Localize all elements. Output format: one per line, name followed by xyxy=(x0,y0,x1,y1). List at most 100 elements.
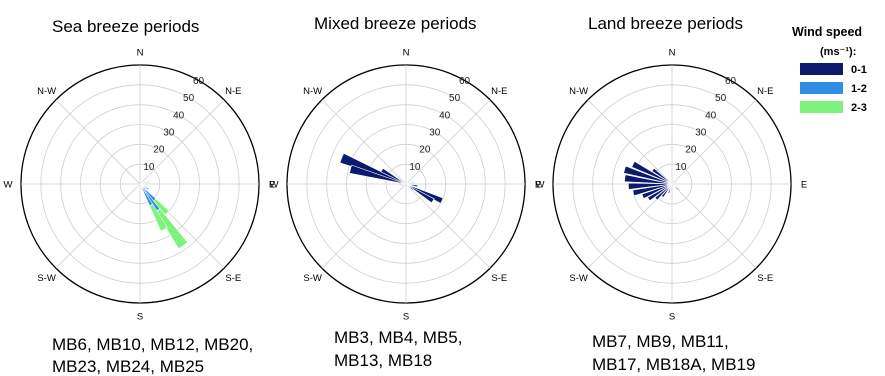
station-list-line: MB7, MB9, MB11, xyxy=(592,332,729,351)
wind-rose-petal-0-1 xyxy=(632,183,673,197)
panel-title: Sea breeze periods xyxy=(52,17,199,36)
direction-spoke xyxy=(405,183,491,269)
compass-label: N-W xyxy=(303,86,322,97)
station-list-line: MB3, MB4, MB5, xyxy=(334,328,462,347)
radial-tick-label: 50 xyxy=(183,93,195,104)
compass-label: S-W xyxy=(303,273,322,284)
wind-rose-petal-2-3 xyxy=(149,203,168,232)
direction-spoke xyxy=(587,99,673,185)
compass-label: W xyxy=(536,180,545,191)
wind-speed-legend: Wind speed (ms⁻¹): 0-1 1-2 2-3 xyxy=(792,25,867,114)
wind-rose-panel-1: Sea breeze periods 10 20 30 40 50 60 N N-E E S-E S S… xyxy=(4,17,276,376)
compass-label: S xyxy=(403,312,409,323)
wind-rose-petal-0-1 xyxy=(136,183,141,187)
wind-rose-petal-0-1 xyxy=(671,183,679,190)
radial-tick-label: 50 xyxy=(715,93,727,104)
direction-spoke xyxy=(321,183,407,269)
compass-label: W xyxy=(270,180,279,191)
station-list-line: MB23, MB24, MB25 xyxy=(52,357,204,376)
panel-title: Land breeze periods xyxy=(588,14,743,33)
wind-rose-petal-1-2 xyxy=(143,184,147,186)
compass-label: S-W xyxy=(569,273,588,284)
wind-rose-petal-0-1 xyxy=(623,165,673,185)
direction-spoke xyxy=(405,99,491,185)
wind-rose-petal-0-1 xyxy=(405,181,410,185)
radial-tick-label: 30 xyxy=(163,127,175,138)
radial-tick-label: 60 xyxy=(193,76,205,87)
wind-rose-petal-0-1 xyxy=(654,183,673,201)
wind-rose-petal-1-2 xyxy=(144,186,150,191)
wind-rose-petal-0-1 xyxy=(405,183,435,204)
radial-tick-label: 40 xyxy=(439,110,451,121)
wind-rose-petal-0-1 xyxy=(667,183,673,194)
wind-rose-petal-0-1 xyxy=(628,182,673,190)
wind-rose-petal-0-1 xyxy=(399,183,407,187)
legend-label: 0-1 xyxy=(851,64,867,76)
wind-rose-petal-0-1 xyxy=(647,183,673,202)
wind-rose-petal-0-1 xyxy=(349,164,407,185)
compass-label: S-W xyxy=(37,273,56,284)
wind-rose-petal-0-1 xyxy=(671,180,678,185)
wind-rose-petal-2-3 xyxy=(153,198,170,216)
wind-rose-petal-0-1 xyxy=(380,167,407,185)
wind-rose-petal-0-1 xyxy=(641,183,673,199)
compass-label: W xyxy=(4,180,13,191)
wind-rose-petal-0-1 xyxy=(661,183,673,198)
radial-tick-label: 20 xyxy=(685,145,697,156)
wind-rose-petal-0-1 xyxy=(651,167,673,185)
wind-rose-petal-0-1 xyxy=(631,160,673,185)
direction-spoke xyxy=(139,99,225,185)
legend-swatch xyxy=(800,82,843,94)
direction-spoke xyxy=(671,183,757,269)
compass-label: E xyxy=(535,180,541,191)
radial-tick-label: 30 xyxy=(429,127,441,138)
direction-spoke xyxy=(55,99,141,185)
compass-label: N-E xyxy=(491,86,507,97)
wind-rose-petal-1-2 xyxy=(142,180,146,183)
radial-tick-label: 60 xyxy=(459,76,471,87)
direction-spoke xyxy=(321,99,407,185)
wind-rose-petal-1-2 xyxy=(411,188,415,192)
compass-label: N xyxy=(669,48,676,59)
radial-tick-label: 10 xyxy=(143,162,155,173)
wind-rose-petal-0-1 xyxy=(624,174,673,185)
compass-label: S-E xyxy=(225,273,241,284)
wind-rose-petal-0-1 xyxy=(405,183,419,188)
legend-title: Wind speed xyxy=(792,25,862,39)
compass-label: S xyxy=(137,312,143,323)
compass-label: S-E xyxy=(757,273,773,284)
radial-tick-label: 10 xyxy=(409,162,421,173)
radial-tick-label: 20 xyxy=(419,145,431,156)
wind-rose-petal-2-3 xyxy=(155,208,189,250)
compass-label: N-E xyxy=(757,86,773,97)
compass-label: E xyxy=(269,180,275,191)
wind-rose-panel-3: Land breeze periods 10 20 30 40 50 60 N N-E E S-E S… xyxy=(536,14,808,374)
legend-swatch xyxy=(800,101,843,113)
direction-spoke xyxy=(55,183,141,269)
compass-label: N-W xyxy=(37,86,56,97)
compass-label: N xyxy=(403,48,410,59)
radial-tick-label: 30 xyxy=(695,127,707,138)
radial-tick-label: 50 xyxy=(449,93,461,104)
radial-tick-label: 10 xyxy=(675,162,687,173)
station-list-line: MB6, MB10, MB12, MB20, xyxy=(52,335,253,354)
station-list-line: MB13, MB18 xyxy=(334,351,432,370)
wind-rose-petal-1-2 xyxy=(677,188,681,192)
station-list-line: MB17, MB18A, MB19 xyxy=(592,355,755,374)
wind-rose-petal-2-3 xyxy=(145,180,151,184)
radial-tick-label: 60 xyxy=(725,76,737,87)
radial-tick-label: 40 xyxy=(173,110,185,121)
legend-swatch xyxy=(800,63,843,75)
wind-rose-petal-1-2 xyxy=(411,181,415,184)
panel-title: Mixed breeze periods xyxy=(314,14,477,33)
wind-rose-panel-2: Mixed breeze periods 10 20 30 40 50 60 N N-E E S-E… xyxy=(270,14,542,370)
direction-spoke xyxy=(671,99,757,185)
compass-label: E xyxy=(801,180,807,191)
legend-unit: (ms⁻¹): xyxy=(820,46,856,58)
compass-label: S-E xyxy=(491,273,507,284)
legend-label: 2-3 xyxy=(851,102,867,114)
compass-label: N xyxy=(137,48,144,59)
radial-tick-label: 20 xyxy=(153,145,165,156)
radial-tick-label: 40 xyxy=(705,110,717,121)
